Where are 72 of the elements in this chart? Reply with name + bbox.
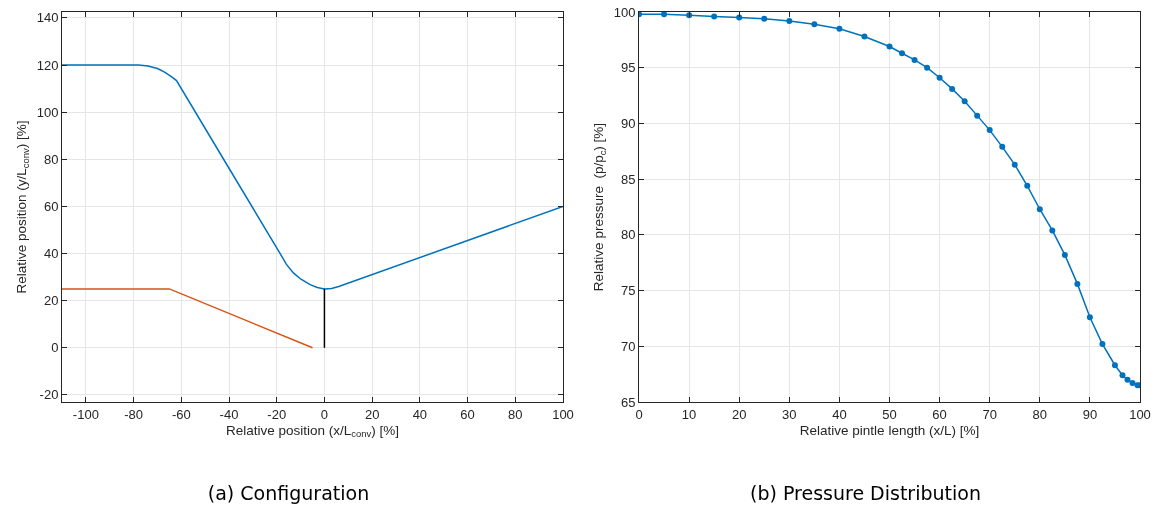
point [761, 15, 768, 22]
x-tick-label: -20 [267, 406, 287, 422]
point [924, 64, 931, 71]
y-tick-label: 100 [613, 4, 636, 20]
x-axis-title: Relative pintle length (x/L) [%] [799, 422, 980, 438]
y-tick-label: 85 [620, 171, 636, 187]
y-tick-label: 75 [620, 283, 636, 299]
x-tick-label: 70 [982, 406, 997, 422]
point [974, 112, 981, 119]
point [1119, 372, 1126, 379]
x-axis-title: Relative position (x/L$_{conv}$) [%] [225, 422, 400, 440]
point [899, 50, 906, 57]
x-tick-label: 10 [681, 406, 697, 422]
y-tick-label: 70 [620, 338, 636, 354]
y-tick-label: 140 [36, 10, 59, 26]
x-tick-label: -60 [171, 406, 191, 422]
point [1061, 251, 1068, 258]
y-tick-label: 90 [620, 115, 636, 131]
point [936, 74, 943, 81]
y-tick-label: 100 [36, 104, 59, 120]
y-tick-label: 120 [36, 57, 59, 73]
point [986, 127, 993, 134]
y-tick-label: 0 [51, 340, 59, 356]
point [1024, 182, 1031, 189]
y-tick-label: 80 [620, 227, 636, 243]
point [811, 21, 818, 28]
point [1049, 227, 1056, 234]
point [711, 13, 718, 20]
y-tick-label: 80 [43, 151, 59, 167]
y-tick-label: -20 [39, 387, 59, 403]
point [1074, 280, 1081, 287]
x-tick-label: 100 [552, 406, 574, 422]
x-tick-label: 50 [882, 406, 897, 422]
point [736, 14, 743, 21]
point [911, 56, 918, 63]
point [1124, 376, 1131, 383]
point [1111, 362, 1118, 369]
x-tick-label: 30 [782, 406, 797, 422]
x-tick-label: 90 [1082, 406, 1098, 422]
point [861, 33, 868, 40]
point [1086, 314, 1093, 321]
point [886, 43, 893, 50]
x-tick-label: 40 [832, 406, 847, 422]
point [786, 17, 793, 24]
x-tick-label: 80 [508, 406, 523, 422]
x-tick-label: 40 [412, 406, 428, 422]
point [961, 98, 968, 105]
x-tick-label: 20 [731, 406, 747, 422]
x-tick-label: -100 [72, 406, 99, 422]
x-tick-label: 60 [932, 406, 947, 422]
text: (b) Pressure Distribution [750, 481, 981, 504]
y-tick-label: 60 [43, 198, 59, 214]
x-tick-label: 100 [1129, 406, 1151, 422]
x-tick-label: 60 [460, 406, 475, 422]
x-tick-label: -80 [124, 406, 143, 422]
text: (a) Configuration [207, 481, 370, 504]
point [661, 12, 668, 18]
x-tick-label: 20 [364, 406, 380, 422]
point [999, 143, 1006, 150]
x-tick-label: -40 [219, 406, 239, 422]
point [1036, 206, 1043, 213]
x-tick-label: 80 [1032, 406, 1048, 422]
y-tick-label: 20 [43, 293, 59, 309]
y-tick-label: 40 [43, 246, 59, 262]
point [1099, 341, 1106, 348]
x-tick-label: 0 [320, 406, 329, 422]
y-tick-label: 95 [620, 60, 636, 76]
point [949, 85, 956, 92]
y-tick-label: 65 [620, 394, 636, 410]
point [1011, 161, 1018, 168]
point [1129, 380, 1136, 387]
point [836, 25, 843, 32]
